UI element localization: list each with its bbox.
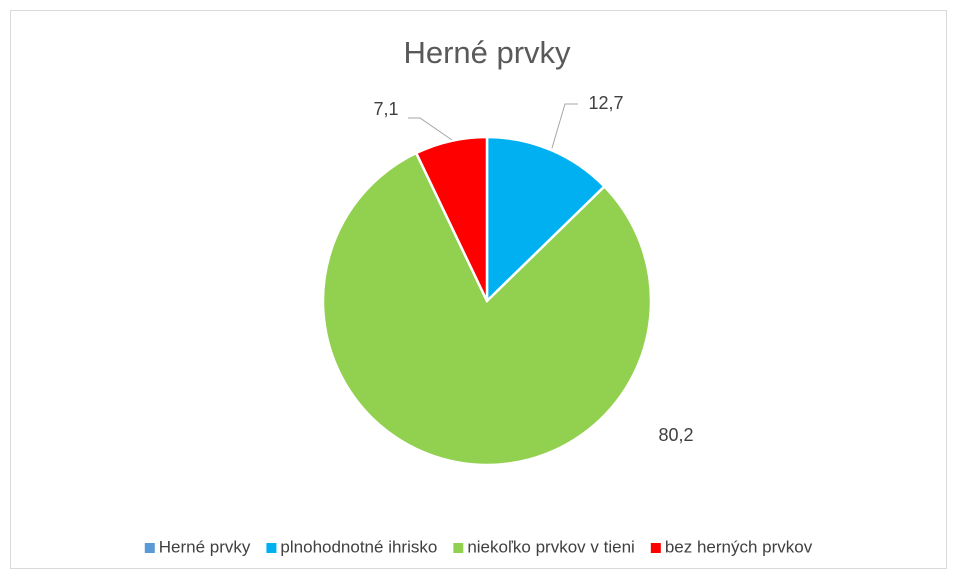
data-label: 80,2 <box>658 425 693 445</box>
legend-swatch <box>650 543 661 553</box>
legend-label: plnohodnotné ihrisko <box>280 537 437 556</box>
legend-label: bez herných prvkov <box>665 537 813 556</box>
pie-slice <box>321 151 653 467</box>
chart-title: Herné prvky <box>403 35 571 70</box>
data-label: 12,7 <box>588 93 623 113</box>
data-label: 7,1 <box>373 99 398 119</box>
pie-slice <box>485 135 607 304</box>
legend-swatch <box>453 543 464 553</box>
leader-line <box>408 117 453 141</box>
pie-slice <box>414 135 489 302</box>
legend-swatch <box>266 543 277 553</box>
legend-label: Herné prvky <box>159 537 251 556</box>
leader-line <box>551 103 578 149</box>
legend-label: niekoľko prvkov v tieni <box>467 537 634 556</box>
legend-swatch <box>144 543 155 553</box>
